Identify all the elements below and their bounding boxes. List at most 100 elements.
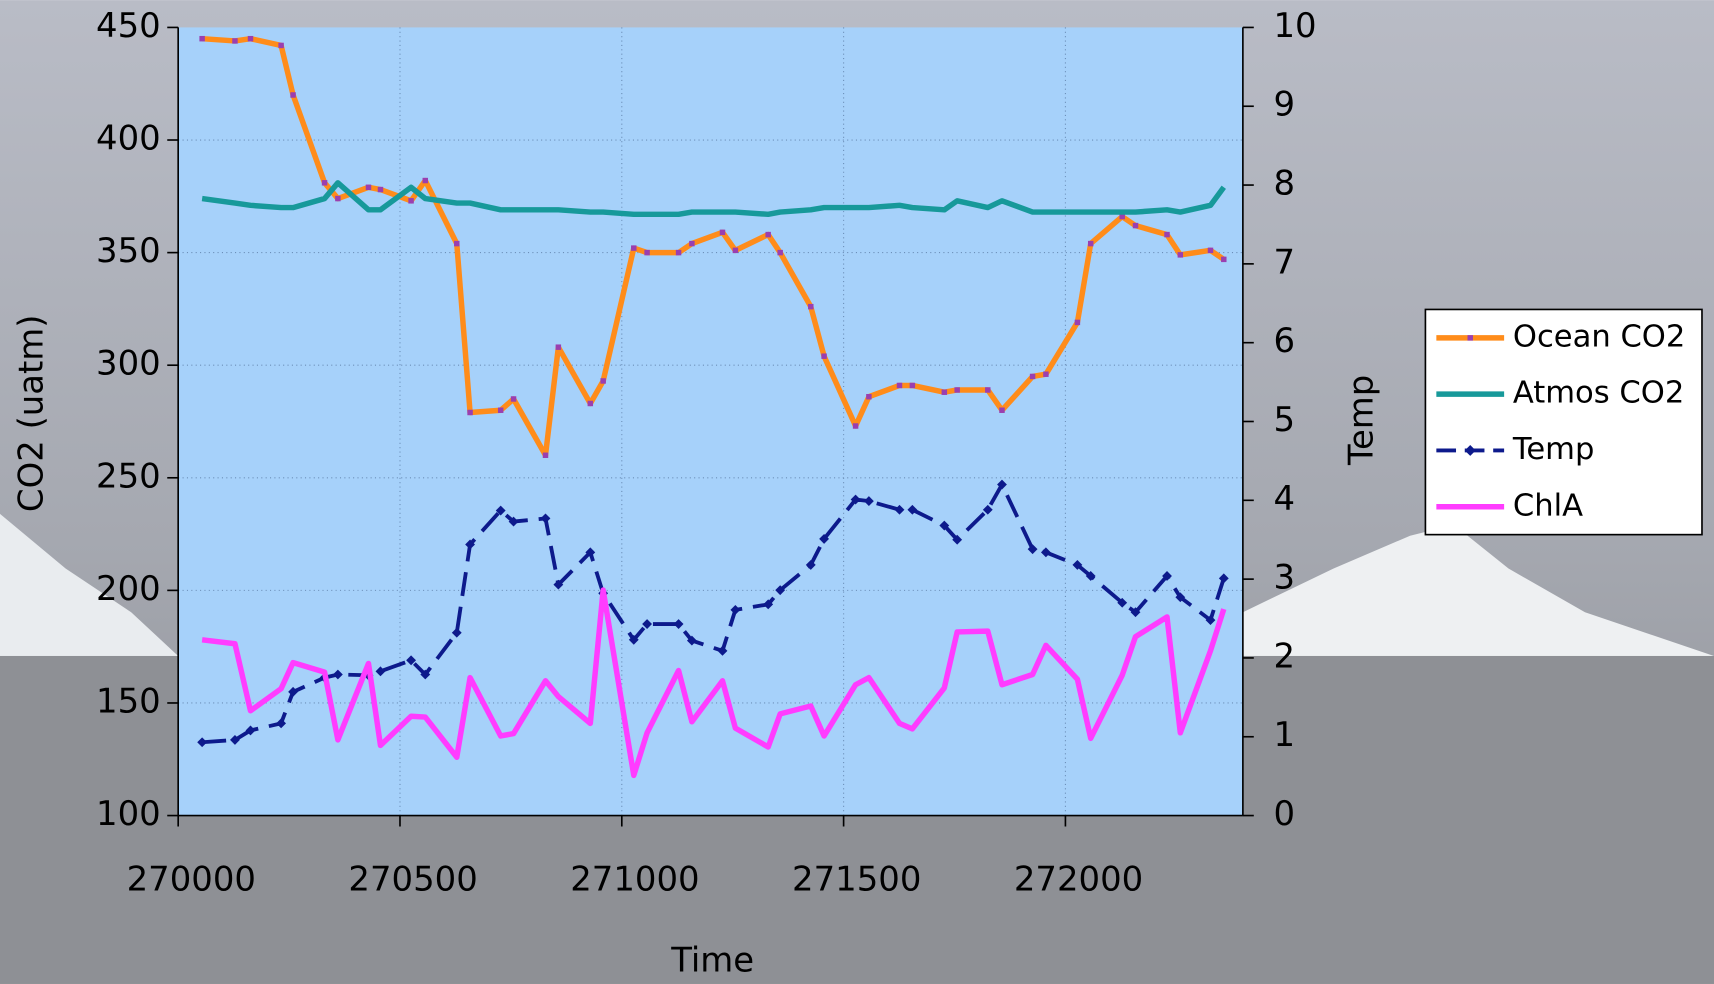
point-marker bbox=[497, 407, 504, 413]
y-axis-label: CO2 (uatm) bbox=[11, 315, 50, 513]
point-marker bbox=[717, 645, 728, 656]
point-marker bbox=[495, 505, 506, 516]
point-marker bbox=[896, 382, 903, 389]
point-marker bbox=[406, 655, 416, 666]
point-marker bbox=[1119, 213, 1125, 220]
point-marker bbox=[230, 734, 240, 745]
y-tick-label: 450 bbox=[96, 6, 161, 45]
y2-tick-label: 6 bbox=[1273, 321, 1295, 360]
point-marker bbox=[732, 247, 739, 254]
legend-label: Atmos CO2 bbox=[1513, 376, 1684, 411]
point-marker bbox=[422, 177, 429, 184]
point-marker bbox=[909, 382, 916, 389]
point-marker bbox=[1043, 371, 1049, 377]
point-marker bbox=[420, 669, 431, 680]
point-marker bbox=[675, 249, 682, 256]
point-marker bbox=[542, 452, 549, 459]
point-marker bbox=[247, 35, 254, 42]
y2-tick-label: 2 bbox=[1273, 636, 1295, 675]
x-tick-label: 271000 bbox=[570, 860, 699, 899]
point-marker bbox=[454, 240, 460, 247]
point-marker bbox=[985, 387, 991, 393]
point-marker bbox=[852, 423, 859, 429]
point-marker bbox=[719, 229, 726, 236]
point-marker bbox=[290, 92, 296, 98]
point-marker bbox=[939, 520, 950, 531]
point-marker bbox=[1087, 240, 1094, 247]
series-line bbox=[201, 180, 1226, 218]
point-marker bbox=[1132, 222, 1139, 229]
point-marker bbox=[1130, 607, 1141, 618]
point-marker bbox=[365, 184, 372, 191]
point-marker bbox=[232, 38, 238, 44]
y-tick-label: 400 bbox=[96, 119, 161, 158]
y-tick-label: 300 bbox=[96, 344, 161, 383]
point-marker bbox=[999, 407, 1005, 413]
y2-tick-label: 5 bbox=[1273, 400, 1295, 439]
legend-marker bbox=[1464, 444, 1476, 456]
legend-label: Temp bbox=[1512, 432, 1595, 467]
point-marker bbox=[775, 585, 786, 596]
point-marker bbox=[941, 389, 948, 395]
x-tick-label: 270000 bbox=[127, 860, 256, 899]
y2-tick-label: 7 bbox=[1273, 242, 1295, 281]
point-marker bbox=[907, 504, 918, 515]
point-marker bbox=[1085, 571, 1096, 581]
point-marker bbox=[673, 619, 684, 629]
point-marker bbox=[408, 198, 414, 204]
point-marker bbox=[1177, 252, 1184, 258]
point-marker bbox=[821, 353, 827, 359]
y2-tick-label: 0 bbox=[1273, 794, 1295, 833]
point-marker bbox=[642, 619, 653, 629]
y2-tick-label: 3 bbox=[1273, 558, 1295, 597]
point-marker bbox=[866, 393, 872, 400]
point-marker bbox=[1207, 247, 1214, 254]
point-marker bbox=[631, 245, 637, 251]
y2-axis-label: Temp bbox=[1342, 375, 1381, 466]
point-marker bbox=[644, 249, 650, 256]
x-tick-label: 270500 bbox=[348, 860, 477, 899]
point-marker bbox=[808, 303, 814, 310]
series-line bbox=[201, 587, 1227, 779]
point-marker bbox=[765, 231, 771, 238]
point-marker bbox=[1218, 573, 1229, 584]
point-marker bbox=[1221, 256, 1227, 263]
point-marker bbox=[199, 35, 205, 42]
point-marker bbox=[467, 409, 473, 416]
point-marker bbox=[197, 737, 208, 748]
point-marker bbox=[332, 669, 343, 680]
y-tick-label: 200 bbox=[96, 569, 161, 608]
point-marker bbox=[600, 378, 606, 384]
point-marker bbox=[335, 195, 341, 202]
point-marker bbox=[278, 42, 284, 49]
point-marker bbox=[686, 635, 697, 646]
y-tick-label: 100 bbox=[96, 794, 161, 833]
y2-tick-label: 9 bbox=[1273, 85, 1295, 124]
x-tick-label: 272000 bbox=[1014, 860, 1143, 899]
y2-tick-label: 8 bbox=[1273, 164, 1295, 203]
point-marker bbox=[510, 396, 517, 402]
y-tick-label: 350 bbox=[96, 231, 161, 270]
point-marker bbox=[954, 387, 960, 393]
point-marker bbox=[1164, 231, 1170, 238]
y2-tick-label: 10 bbox=[1273, 6, 1316, 45]
point-marker bbox=[689, 240, 695, 247]
legend-marker bbox=[1467, 335, 1473, 341]
snow-mountain-right bbox=[1242, 524, 1714, 656]
point-marker bbox=[777, 249, 783, 256]
y2-tick-label: 4 bbox=[1273, 479, 1295, 518]
point-marker bbox=[321, 180, 328, 186]
x-axis-label: Time bbox=[670, 941, 754, 980]
x-tick-label: 271500 bbox=[792, 860, 921, 899]
point-marker bbox=[377, 186, 384, 193]
snow-mountain-left bbox=[0, 513, 179, 656]
point-marker bbox=[587, 400, 594, 407]
legend-label: Ocean CO2 bbox=[1513, 319, 1686, 354]
legend-box bbox=[1424, 308, 1703, 536]
legend-label: ChlA bbox=[1513, 488, 1583, 523]
point-marker bbox=[1029, 373, 1036, 380]
y-tick-label: 150 bbox=[96, 681, 161, 720]
point-marker bbox=[508, 516, 519, 527]
y2-tick-label: 1 bbox=[1273, 715, 1295, 754]
